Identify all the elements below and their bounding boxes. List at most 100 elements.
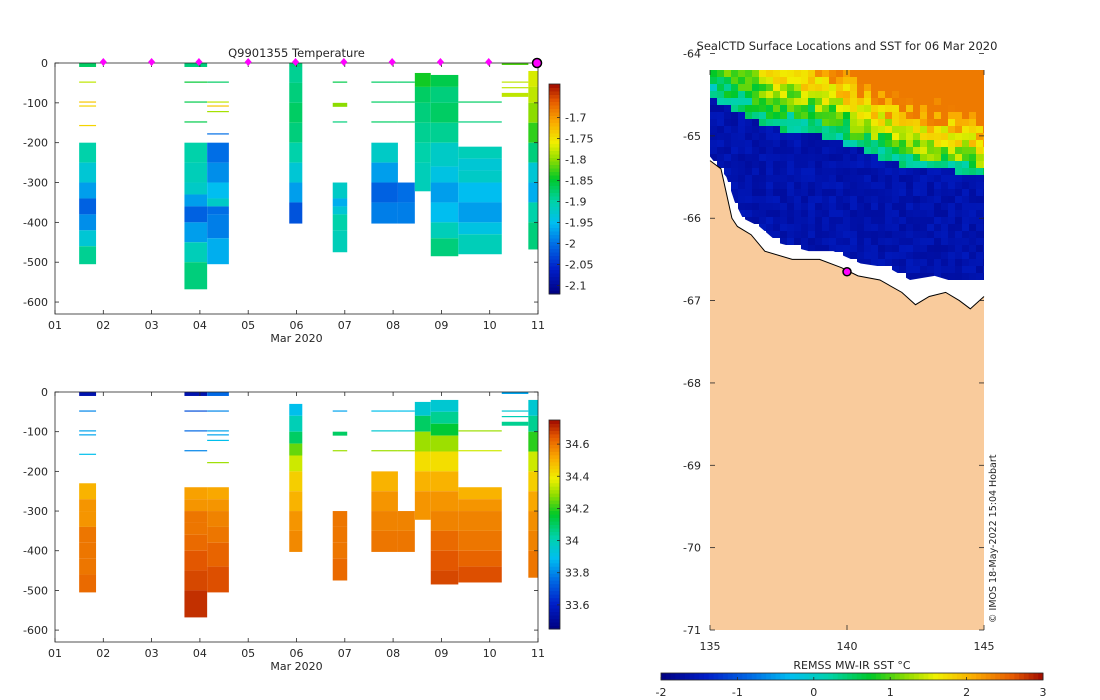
colorbar-swatch <box>549 196 560 200</box>
sst-cell <box>829 245 836 252</box>
sst-cell <box>773 126 780 133</box>
sst-cell <box>794 147 801 154</box>
sst-cell <box>766 210 773 217</box>
profile-cell <box>289 455 303 472</box>
x-tick-label: 09 <box>434 647 448 660</box>
sst-cell <box>794 210 801 217</box>
sst-cell <box>976 252 983 259</box>
sst-cell <box>780 84 787 91</box>
profile-bottle-line <box>207 439 229 442</box>
map-colorbar-swatch <box>680 673 686 680</box>
colorbar-swatch <box>549 112 560 116</box>
sst-cell <box>801 140 808 147</box>
sst-cell <box>822 147 829 154</box>
sst-cell <box>850 245 857 252</box>
colorbar-swatch <box>549 426 560 431</box>
sst-cell <box>787 154 794 161</box>
sst-cell <box>822 84 829 91</box>
profile-cell <box>289 403 303 416</box>
sst-cell <box>885 105 892 112</box>
map-colorbar-swatch <box>852 673 858 680</box>
sst-cell <box>850 112 857 119</box>
sst-cell <box>829 224 836 231</box>
profile-bottle-line <box>184 81 208 83</box>
sst-cell <box>906 98 913 105</box>
sst-cell <box>871 224 878 231</box>
sst-cell <box>955 91 962 98</box>
sst-cell <box>745 84 752 91</box>
sst-cell <box>850 119 857 126</box>
sst-cell <box>836 217 843 224</box>
sst-cell <box>731 70 738 77</box>
profile-cell <box>332 542 348 559</box>
profile-cell <box>528 550 538 578</box>
sst-cell <box>864 238 871 245</box>
colorbar-swatch <box>549 444 560 449</box>
sst-cell <box>885 231 892 238</box>
sst-cell <box>829 217 836 224</box>
map-colorbar-swatch <box>832 673 839 680</box>
map-colorbar-swatch <box>914 673 920 680</box>
sst-cell <box>885 154 892 161</box>
profile-bottle-line <box>79 81 97 83</box>
sst-cell <box>878 175 885 182</box>
sst-cell <box>871 161 878 168</box>
sst-cell <box>780 91 787 98</box>
sst-cell <box>745 203 752 210</box>
sst-cell <box>864 217 871 224</box>
sst-cell <box>941 133 948 140</box>
sst-cell <box>738 147 745 154</box>
sst-cell <box>962 168 969 175</box>
sst-cell <box>850 126 857 133</box>
sst-cell <box>850 77 857 84</box>
map-colorbar-swatch <box>699 673 705 680</box>
sst-cell <box>976 126 983 133</box>
sst-cell <box>878 154 885 161</box>
map-colorbar-swatch <box>818 673 824 680</box>
profile-bottle-line <box>79 101 97 103</box>
sst-cell <box>801 98 808 105</box>
sst-cell <box>787 119 794 126</box>
colorbar-swatch <box>549 615 560 620</box>
profile-cell <box>528 102 538 123</box>
profile-cell <box>184 194 208 207</box>
sst-cell <box>759 168 766 175</box>
profile-cell <box>207 511 229 527</box>
sst-cell <box>976 273 983 280</box>
sst-cell <box>843 210 850 217</box>
profile-cell <box>528 70 538 87</box>
sst-cell <box>948 217 955 224</box>
sst-cell <box>864 77 871 84</box>
profile-cell <box>289 431 303 444</box>
sst-cell <box>801 210 808 217</box>
sst-cell <box>808 91 815 98</box>
map-x-tick-label: 145 <box>974 640 995 653</box>
map-colorbar-swatch <box>947 673 953 680</box>
profile-bottle-line <box>397 101 415 103</box>
sst-cell <box>941 126 948 133</box>
sst-cell <box>941 189 948 196</box>
sst-cell <box>759 154 766 161</box>
sst-cell <box>864 252 871 259</box>
sst-cell <box>864 203 871 210</box>
profile-cell <box>528 431 538 452</box>
sst-cell <box>773 224 780 231</box>
sst-cell <box>780 126 787 133</box>
sst-cell <box>829 238 836 245</box>
sst-cell <box>780 70 787 77</box>
sst-map-panel: 135 140 145-64-65-66-67-68-69-70-71SealCTD… <box>656 39 1047 699</box>
profile-cell <box>79 230 97 247</box>
sst-cell <box>822 140 829 147</box>
sst-cell <box>843 175 850 182</box>
sst-cell <box>955 245 962 252</box>
sst-cell <box>871 217 878 224</box>
sst-cell <box>857 161 864 168</box>
sst-cell <box>976 105 983 112</box>
sst-cell <box>892 119 899 126</box>
sst-cell <box>822 105 829 112</box>
colorbar-swatch <box>549 231 560 235</box>
colorbar-swatch <box>549 531 560 536</box>
sst-cell <box>766 140 773 147</box>
sst-cell <box>941 175 948 182</box>
sst-cell <box>815 91 822 98</box>
